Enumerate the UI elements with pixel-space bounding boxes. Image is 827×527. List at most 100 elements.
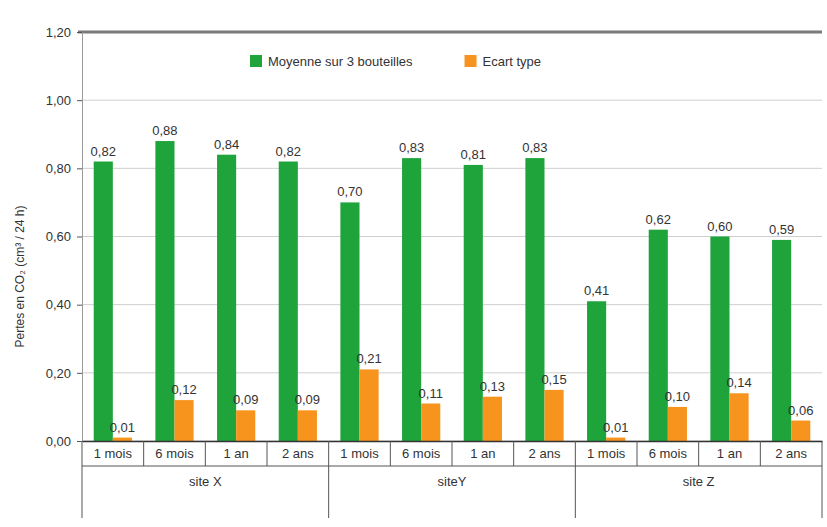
y-tick-mark — [77, 441, 82, 442]
data-label: 0,84 — [214, 137, 239, 152]
x-tick-label: 1 mois — [340, 446, 379, 461]
data-label: 0,59 — [769, 222, 794, 237]
group-label: site Z — [683, 474, 715, 489]
legend-swatch — [250, 55, 262, 67]
y-tick-label: 0,20 — [46, 365, 71, 380]
separator — [390, 441, 391, 466]
grid — [78, 32, 822, 441]
legend-item: Moyenne sur 3 bouteilles — [250, 54, 413, 69]
y-tick: 0,60 — [46, 229, 82, 244]
bar — [298, 410, 317, 441]
x-tick-label: 2 ans — [282, 446, 314, 461]
separator — [760, 441, 761, 466]
data-label: 0,60 — [707, 219, 732, 234]
chart: 0,000,200,400,600,801,001,20Pertes en CO… — [0, 0, 827, 527]
data-label: 0,15 — [541, 372, 566, 387]
y-axis: 0,000,200,400,600,801,001,20 — [46, 25, 83, 449]
bar — [525, 158, 544, 441]
separator — [452, 441, 453, 466]
y-tick-mark — [77, 305, 82, 306]
x-tick: 1 mois — [587, 446, 626, 461]
grid-line — [78, 31, 822, 34]
bar — [545, 390, 564, 441]
data-label: 0,01 — [110, 420, 135, 435]
data-label: 0,83 — [522, 140, 547, 155]
bar — [236, 410, 255, 441]
x-tick: 6 mois — [649, 446, 688, 461]
x-tick: 1 an — [224, 446, 249, 461]
bar — [464, 165, 483, 441]
data-label: 0,09 — [233, 392, 258, 407]
x-tick-label: 6 mois — [402, 446, 441, 461]
x-tick: 1 mois — [94, 446, 133, 461]
data-label: 0,01 — [603, 420, 628, 435]
bar — [730, 393, 749, 441]
legend: Moyenne sur 3 bouteilles Ecart type — [250, 54, 541, 69]
group-label: site X — [189, 474, 222, 489]
y-axis-title: Pertes en CO₂ (cm³ / 24 h) — [13, 205, 27, 347]
group-label: siteY — [438, 474, 467, 489]
data-label: 0,21 — [356, 351, 381, 366]
x-tick-label: 6 mois — [649, 446, 688, 461]
data-label: 0,81 — [461, 147, 486, 162]
data-label: 0,62 — [646, 212, 671, 227]
x-tick-label: 1 mois — [94, 446, 133, 461]
y-tick-label: 0,60 — [46, 229, 71, 244]
x-tick-label: 1 an — [470, 446, 495, 461]
category-frame: site X siteY site Z — [82, 441, 822, 518]
data-label: 0,88 — [152, 123, 177, 138]
x-tick: 1 an — [470, 446, 495, 461]
legend-swatch — [465, 55, 477, 67]
separator — [143, 441, 144, 466]
data-label: 0,82 — [276, 144, 301, 159]
data-label: 0,10 — [665, 389, 690, 404]
data-label: 0,11 — [419, 386, 443, 401]
y-tick-mark — [77, 32, 82, 33]
separator — [267, 441, 268, 466]
x-tick-label: 1 an — [717, 446, 742, 461]
separator — [82, 441, 83, 518]
bar — [175, 400, 194, 441]
separator — [328, 441, 329, 518]
y-tick-label: 0,40 — [46, 297, 71, 312]
separator — [698, 441, 699, 466]
bar — [791, 421, 810, 441]
y-tick: 0,80 — [46, 161, 82, 176]
bar — [483, 397, 502, 441]
x-tick: 6 mois — [402, 446, 441, 461]
bar — [421, 404, 440, 441]
x-tick-label: 1 mois — [587, 446, 626, 461]
legend-label: Moyenne sur 3 bouteilles — [268, 54, 413, 69]
bar — [710, 237, 729, 442]
bar — [94, 162, 113, 441]
y-tick-label: 1,00 — [46, 93, 71, 108]
x-tick: 2 ans — [529, 446, 561, 461]
y-tick-mark — [77, 100, 82, 101]
bar — [649, 230, 668, 441]
data-label: 0,83 — [399, 140, 424, 155]
data-label: 0,70 — [337, 184, 362, 199]
y-tick: 0,40 — [46, 297, 82, 312]
bar — [606, 438, 625, 441]
y-tick-mark — [77, 168, 82, 169]
separator — [637, 441, 638, 466]
x-tick: 2 ans — [775, 446, 807, 461]
y-tick: 1,20 — [46, 25, 82, 40]
legend-item: Ecart type — [465, 54, 542, 69]
x-tick-label: 2 ans — [775, 446, 807, 461]
data-label: 0,06 — [788, 403, 813, 418]
bars — [94, 141, 811, 441]
bar — [113, 438, 132, 441]
y-tick-mark — [77, 373, 82, 374]
x-tick-label: 6 mois — [155, 446, 194, 461]
data-label: 0,41 — [584, 283, 609, 298]
separator — [513, 441, 514, 466]
separator — [575, 441, 576, 518]
bar — [360, 369, 379, 441]
x-tick-label: 2 ans — [529, 446, 561, 461]
separator — [205, 441, 206, 466]
y-axis-line — [77, 33, 83, 442]
y-tick-label: 0,80 — [46, 161, 71, 176]
legend-label: Ecart type — [483, 54, 542, 69]
y-tick-mark — [77, 237, 82, 238]
